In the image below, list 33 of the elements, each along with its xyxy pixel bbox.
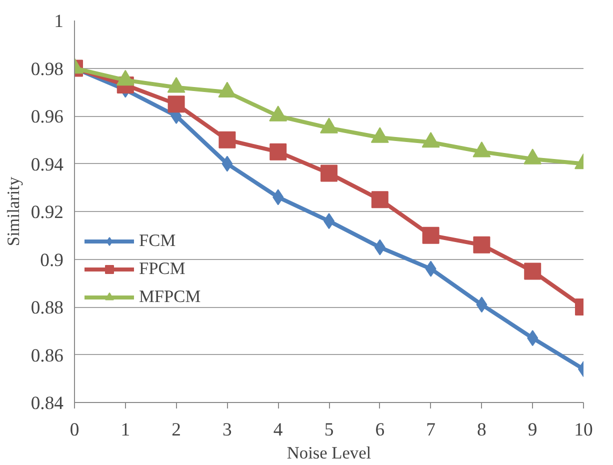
y-tick-label: 0.94 xyxy=(30,154,64,176)
y-tick-label: 0.84 xyxy=(30,393,64,414)
point xyxy=(422,226,440,244)
y-axis-title: Similarity xyxy=(4,176,23,246)
x-tick-label: 0 xyxy=(70,420,80,440)
y-tick-label: 0.88 xyxy=(30,298,64,318)
x-tick-label: 4 xyxy=(273,420,284,440)
y-tick-label: 0.92 xyxy=(30,202,64,223)
legend-label: FPCM xyxy=(139,259,186,279)
x-tick-label: 7 xyxy=(426,420,436,440)
legend-label: MFPCM xyxy=(139,287,201,307)
point xyxy=(168,96,185,113)
x-tick-label: 10 xyxy=(574,420,593,440)
x-tick-label: 8 xyxy=(477,420,486,440)
x-tick-label: 9 xyxy=(528,420,538,440)
y-tick-label: 0.86 xyxy=(30,345,64,366)
point xyxy=(473,236,490,254)
point xyxy=(218,131,236,148)
point xyxy=(320,164,338,182)
y-tick-label: 0.96 xyxy=(30,106,64,128)
x-tick-label: 3 xyxy=(222,420,232,440)
legend-label: FCM xyxy=(139,231,176,251)
point xyxy=(270,143,287,160)
x-axis-title: Noise Level xyxy=(286,444,372,462)
x-tick-label: 6 xyxy=(375,420,385,440)
x-tick-label: 2 xyxy=(172,420,181,440)
x-tick-label: 1 xyxy=(120,420,130,440)
y-tick-label: 0.98 xyxy=(30,58,64,80)
y-tick-label: 0.9 xyxy=(40,250,64,271)
y-tick-label: 1 xyxy=(54,11,64,32)
point xyxy=(524,262,542,280)
point xyxy=(371,191,388,208)
x-tick-label: 5 xyxy=(324,420,334,440)
